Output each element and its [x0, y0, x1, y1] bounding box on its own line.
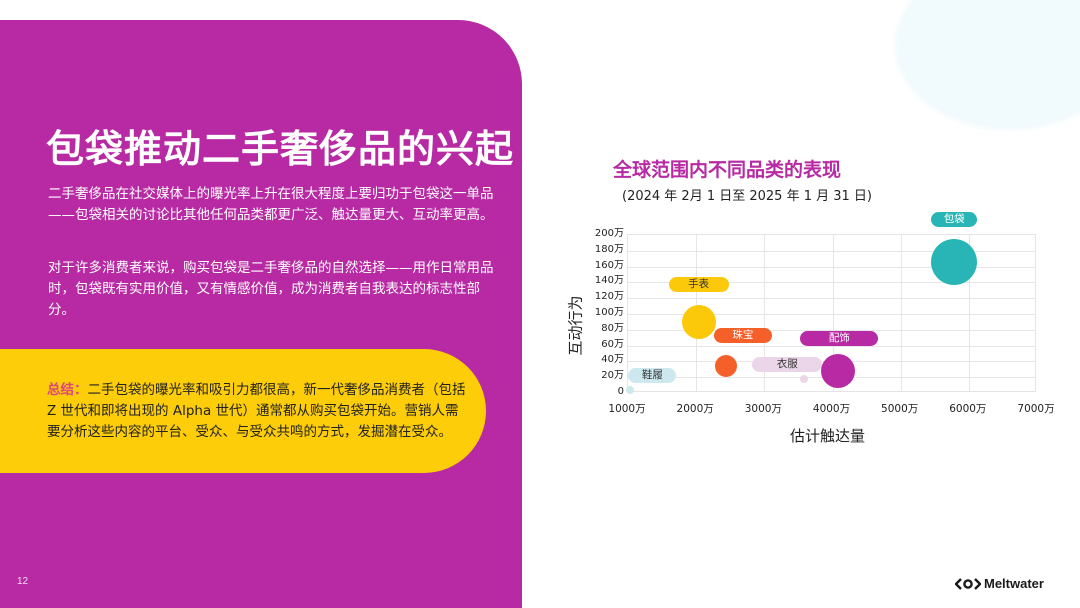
y-axis-label: 互动行为 [566, 295, 585, 356]
page-title: 包袋推动二手奢侈品的兴起 [46, 127, 515, 171]
decorative-circle [895, 0, 1080, 130]
bubble-5[interactable] [931, 238, 978, 285]
y-tick-label: 60万 [601, 338, 624, 350]
bubble-label: 包袋 [931, 211, 978, 227]
x-axis-label: 估计触达量 [790, 427, 866, 445]
x-tick-label: 6000万 [949, 403, 987, 415]
summary-box: 总结：二手包袋的曝光率和吸引力都很高，新一代奢侈品消费者（包括 Z 世代和即将出… [0, 349, 486, 473]
summary-body: 二手包袋的曝光率和吸引力都很高，新一代奢侈品消费者（包括 Z 世代和即将出现的 … [47, 382, 466, 440]
bubble-3[interactable] [800, 374, 809, 383]
gridline-vertical [968, 235, 970, 391]
y-tick-label: 160万 [594, 259, 624, 271]
x-tick-label: 4000万 [812, 403, 851, 415]
y-tick-label: 0 [617, 386, 624, 397]
bubble-2[interactable] [714, 354, 737, 377]
bubble-label: 珠宝 [713, 327, 772, 343]
gridline-horizontal [628, 298, 1035, 300]
bubble-1[interactable] [681, 305, 716, 340]
meltwater-logo-icon [955, 577, 981, 590]
y-tick-label: 80万 [601, 322, 624, 334]
bubble-label: 手表 [668, 277, 729, 293]
gridline-horizontal [628, 329, 1035, 331]
chart-subtitle: (2024 年 2月 1 日至 2025 年 1 月 31 日) [622, 189, 872, 204]
gridline-vertical [764, 235, 766, 391]
y-tick-label: 120万 [594, 291, 624, 303]
gridline-horizontal [628, 314, 1035, 315]
gridline-horizontal [628, 282, 1035, 284]
brand-name: Meltwater [984, 576, 1044, 591]
bubble-label: 衣服 [752, 356, 823, 372]
brand-logo: Meltwater [955, 576, 1044, 591]
x-tick-label: 1000万 [608, 403, 646, 415]
bubble-label: 配饰 [800, 331, 879, 347]
y-tick-label: 20万 [601, 370, 624, 382]
y-tick-label: 100万 [594, 307, 624, 318]
gridline-horizontal [628, 250, 1035, 252]
y-tick-label: 200万 [594, 228, 624, 239]
bubble-0[interactable] [626, 385, 635, 394]
gridline-horizontal [628, 266, 1035, 268]
summary-label: 总结： [47, 382, 88, 398]
gridline-vertical [832, 235, 834, 391]
gridline-horizontal [628, 345, 1035, 347]
bubble-label: 鞋履 [628, 367, 677, 383]
x-tick-label: 7000万 [1017, 403, 1055, 415]
y-tick-label: 140万 [594, 275, 624, 287]
x-tick-label: 3000万 [744, 403, 782, 415]
x-tick-label: 2000万 [676, 403, 714, 415]
bubble-4[interactable] [821, 354, 856, 389]
body-paragraph-2: 对于许多消费者来说，购买包袋是二手奢侈品的自然选择——用作日常用品时，包袋既有实… [48, 260, 494, 318]
chart-title: 全球范围内不同品类的表现 [613, 159, 842, 181]
y-tick-label: 40万 [601, 354, 624, 366]
left-panel [0, 20, 522, 608]
page-number: 12 [17, 576, 29, 587]
summary-text: 总结：二手包袋的曝光率和吸引力都很高，新一代奢侈品消费者（包括 Z 世代和即将出… [47, 380, 467, 443]
gridline-vertical [900, 235, 902, 391]
y-tick-label: 180万 [594, 243, 624, 255]
x-tick-label: 5000万 [881, 403, 919, 415]
body-paragraph-1: 二手奢侈品在社交媒体上的曝光率上升在很大程度上要归功于包袋这一单品——包袋相关的… [48, 186, 494, 223]
